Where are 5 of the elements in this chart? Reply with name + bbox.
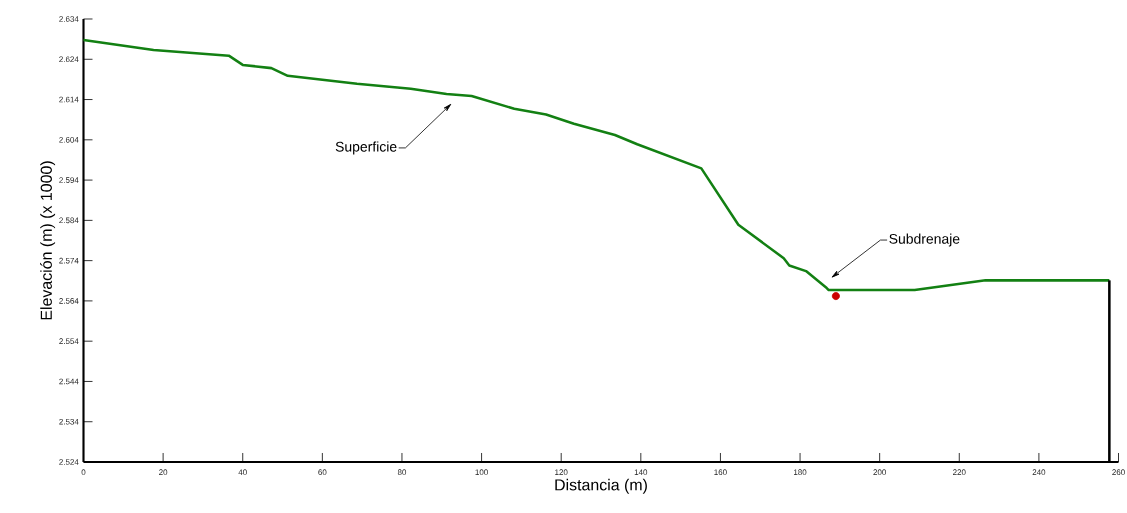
line-series bbox=[82, 38, 1111, 292]
y-axis-title: Elevación (m) (x 1000) bbox=[40, 161, 56, 320]
annotation: Superficie bbox=[335, 141, 397, 155]
x-axis-title: Distancia (m) bbox=[555, 478, 647, 494]
annotation: Subdrenaje bbox=[889, 233, 960, 247]
